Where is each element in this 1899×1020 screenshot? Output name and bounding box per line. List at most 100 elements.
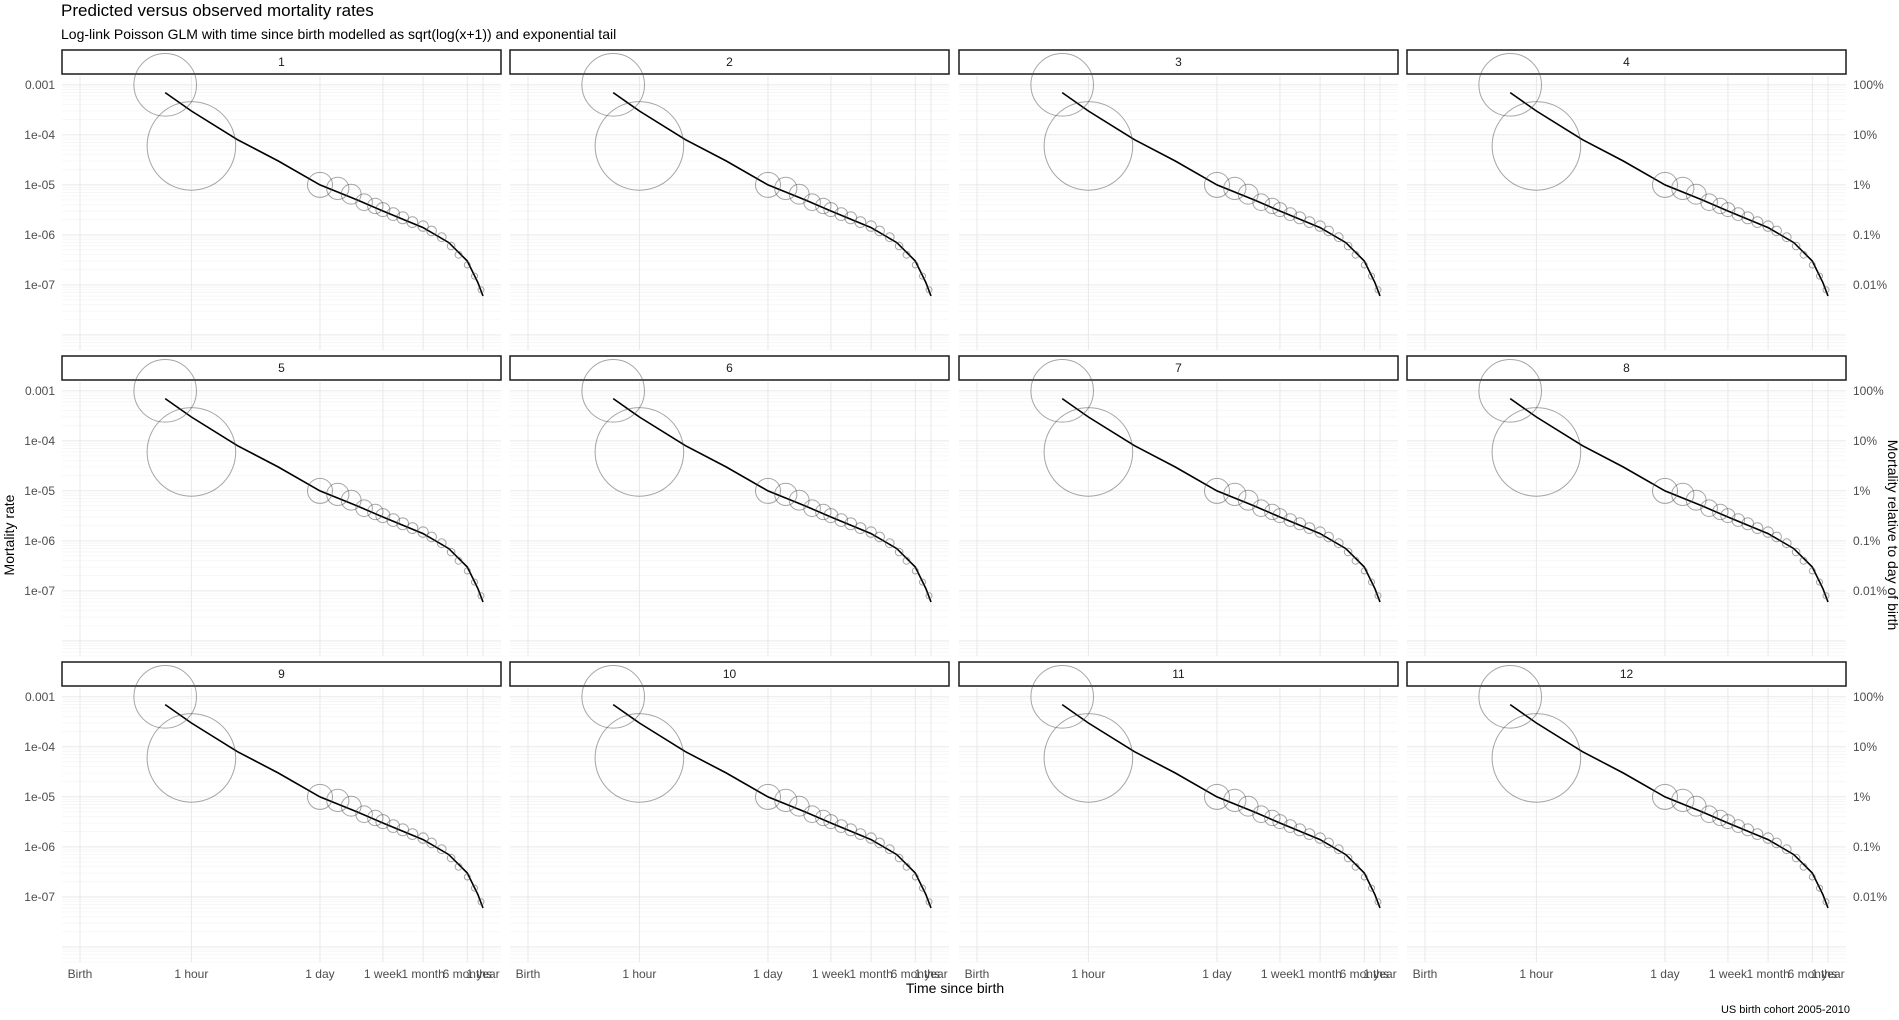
observed-point [1333,232,1344,243]
observed-point [446,547,456,557]
predicted-line [612,703,932,909]
panel-strip [958,661,1399,687]
observed-point [133,53,197,117]
observed-point [874,837,885,849]
observed-point [1374,898,1382,906]
observed-point [755,783,781,810]
observed-point [911,261,919,269]
observed-point [1283,207,1297,221]
observed-point [884,538,895,549]
observed-point [436,232,447,243]
panel-strip [509,49,950,75]
observed-point [307,783,333,810]
panel-strip-label: 4 [1623,55,1630,69]
observed-point [1731,513,1745,527]
observed-point [1264,197,1281,215]
observed-point [375,814,391,830]
panel-strip [1406,49,1847,75]
observed-point [755,171,781,198]
observed-point [1791,241,1801,251]
y2-tick-label: 100% [1853,78,1884,92]
observed-point [581,359,646,423]
observed-point [417,526,429,538]
y2-tick-label: 1% [1853,484,1871,498]
observed-point [406,216,419,229]
observed-point [1204,171,1230,198]
observed-point [1808,261,1816,269]
observed-point [1343,241,1353,251]
observed-point [911,873,919,881]
observed-point [1791,853,1801,863]
observed-point [925,898,933,906]
observed-point [1303,216,1316,229]
observed-point [133,665,197,729]
observed-point [803,193,821,211]
observed-point [355,499,373,518]
predicted-line [1061,703,1381,909]
observed-point [471,578,478,586]
x-tick-label: 1 year [1811,967,1844,981]
observed-point [133,359,197,423]
observed-point [1720,814,1736,830]
observed-point [902,556,911,565]
observed-point [815,503,832,521]
observed-point [1808,873,1816,881]
observed-point [1272,814,1288,830]
observed-point [1799,250,1808,259]
predicted-line [612,91,932,297]
observed-point [1374,592,1382,600]
x-tick-label: 6 months [443,967,492,981]
x-tick-label: 1 week [1261,967,1300,981]
observed-point [774,176,798,200]
y2-axis-title: Mortality relative to day of birth [1885,440,1899,631]
observed-point [1204,477,1230,504]
x-tick-label: 1 month [1746,967,1789,981]
y2-tick-label: 10% [1853,128,1877,142]
y2-tick-label: 0.01% [1853,890,1887,904]
observed-point [326,176,350,200]
observed-point [894,241,904,251]
observed-point [1491,101,1582,191]
observed-point [355,193,373,211]
panel-strip-label: 12 [1620,667,1634,681]
observed-point [454,862,463,871]
observed-point [1751,216,1764,229]
x-tick-label: 6 months [1340,967,1389,981]
observed-point [436,844,447,855]
observed-point [1491,713,1582,803]
observed-point [1374,286,1382,294]
observed-point [1272,508,1288,524]
observed-point [477,898,485,906]
y-tick-label: 1e-07 [24,278,55,292]
panel-strip-label: 2 [726,55,733,69]
observed-point [1762,526,1774,538]
predicted-line [164,91,484,297]
y2-tick-label: 0.01% [1853,278,1887,292]
observed-point [426,225,437,237]
predicted-line [164,703,484,909]
observed-point [1323,531,1334,543]
observed-point [1771,837,1782,849]
observed-point [1204,783,1230,810]
observed-point [1822,286,1830,294]
observed-point [463,261,471,269]
observed-point [1720,202,1736,218]
observed-point [307,477,333,504]
observed-point [1272,202,1288,218]
observed-point [1343,547,1353,557]
panel-6: 6 [509,355,950,657]
observed-point [1303,522,1316,534]
observed-point [581,665,646,729]
observed-point [1314,832,1326,844]
observed-point [426,837,437,849]
observed-point [1478,665,1542,729]
y2-tick-label: 10% [1853,434,1877,448]
observed-point [1223,176,1247,200]
observed-point [146,407,237,497]
observed-point [1360,567,1368,575]
x-tick-label: 1 week [364,967,403,981]
observed-point [894,853,904,863]
observed-point [815,197,832,215]
observed-point [146,713,237,803]
